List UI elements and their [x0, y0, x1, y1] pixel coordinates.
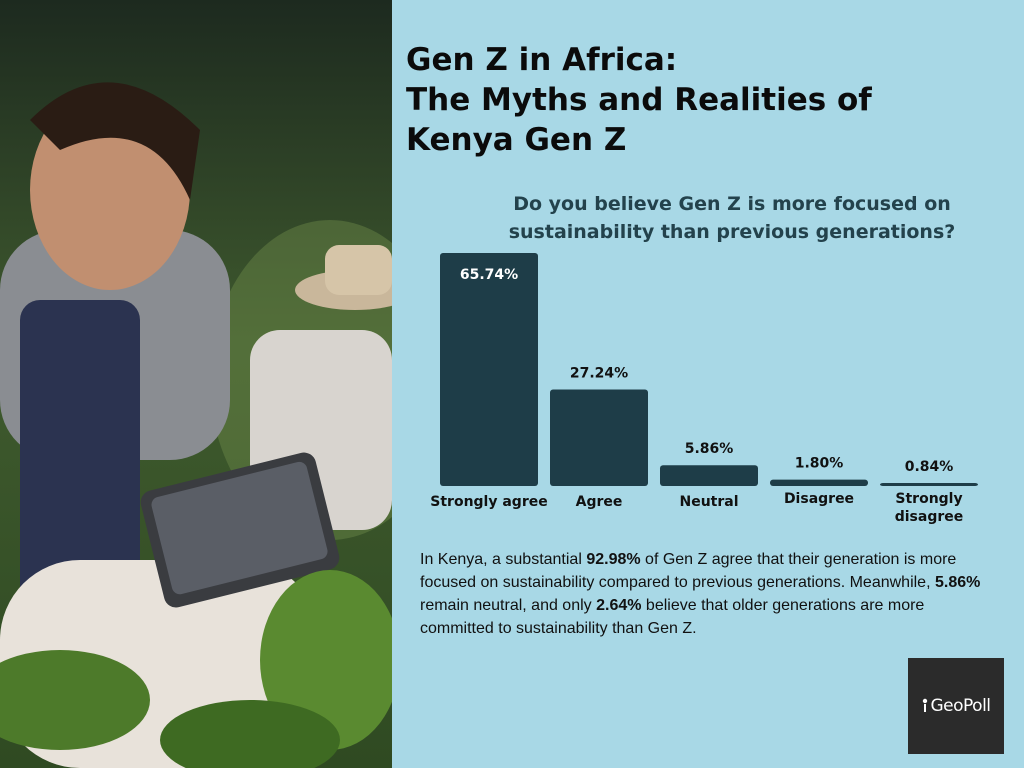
category-label-3: Disagree	[784, 491, 854, 507]
data-label-3: 1.80%	[795, 456, 844, 472]
photo-illustration	[0, 0, 392, 768]
summary-highlight-1: 92.98%	[586, 551, 641, 568]
geopoll-logo: GeoPoll	[908, 658, 1004, 754]
summary-part-2: of Gen Z agree that their generation is …	[420, 551, 957, 591]
category-label-0: Strongly agree	[430, 494, 547, 510]
page-title: Gen Z in Africa: The Myths and Realities…	[406, 40, 1006, 160]
title-line-1: Gen Z in Africa:	[406, 42, 678, 78]
logo-wordmark: GeoPoll	[930, 696, 991, 716]
content-panel: Gen Z in Africa: The Myths and Realities…	[392, 0, 1024, 768]
summary-part-1: In Kenya, a substantial	[420, 551, 587, 568]
summary-text: In Kenya, a substantial 92.98% of Gen Z …	[420, 548, 1000, 640]
data-label-1: 27.24%	[570, 365, 628, 381]
data-label-4: 0.84%	[905, 459, 954, 475]
bar-0	[440, 253, 538, 486]
chart-question: Do you believe Gen Z is more focused on …	[508, 193, 956, 243]
data-label-0: 65.74%	[460, 267, 518, 283]
title-line-3: Kenya Gen Z	[406, 122, 627, 158]
bar-3	[770, 479, 868, 486]
hero-photo	[0, 0, 392, 768]
bar-1	[550, 389, 648, 486]
bar-4	[880, 483, 978, 486]
summary-part-4: believe that older generations are more …	[420, 597, 925, 637]
logo-text: GeoPoll	[921, 696, 991, 716]
summary-part-3: remain neutral, and only	[420, 597, 597, 614]
bar-chart: 65.74% Strongly agree 27.24% Agree 5.86% Neut…	[430, 253, 978, 525]
title-line-2: The Myths and Realities of	[406, 82, 872, 118]
summary-highlight-3: 2.64%	[596, 597, 642, 614]
summary-highlight-2: 5.86%	[934, 574, 981, 591]
bar-2	[660, 465, 758, 486]
data-label-2: 5.86%	[685, 441, 734, 457]
category-label-2: Neutral	[679, 494, 738, 510]
category-label-1: Agree	[576, 494, 623, 510]
category-label-4: Strongly disagree	[895, 491, 964, 525]
signal-icon	[923, 698, 928, 712]
